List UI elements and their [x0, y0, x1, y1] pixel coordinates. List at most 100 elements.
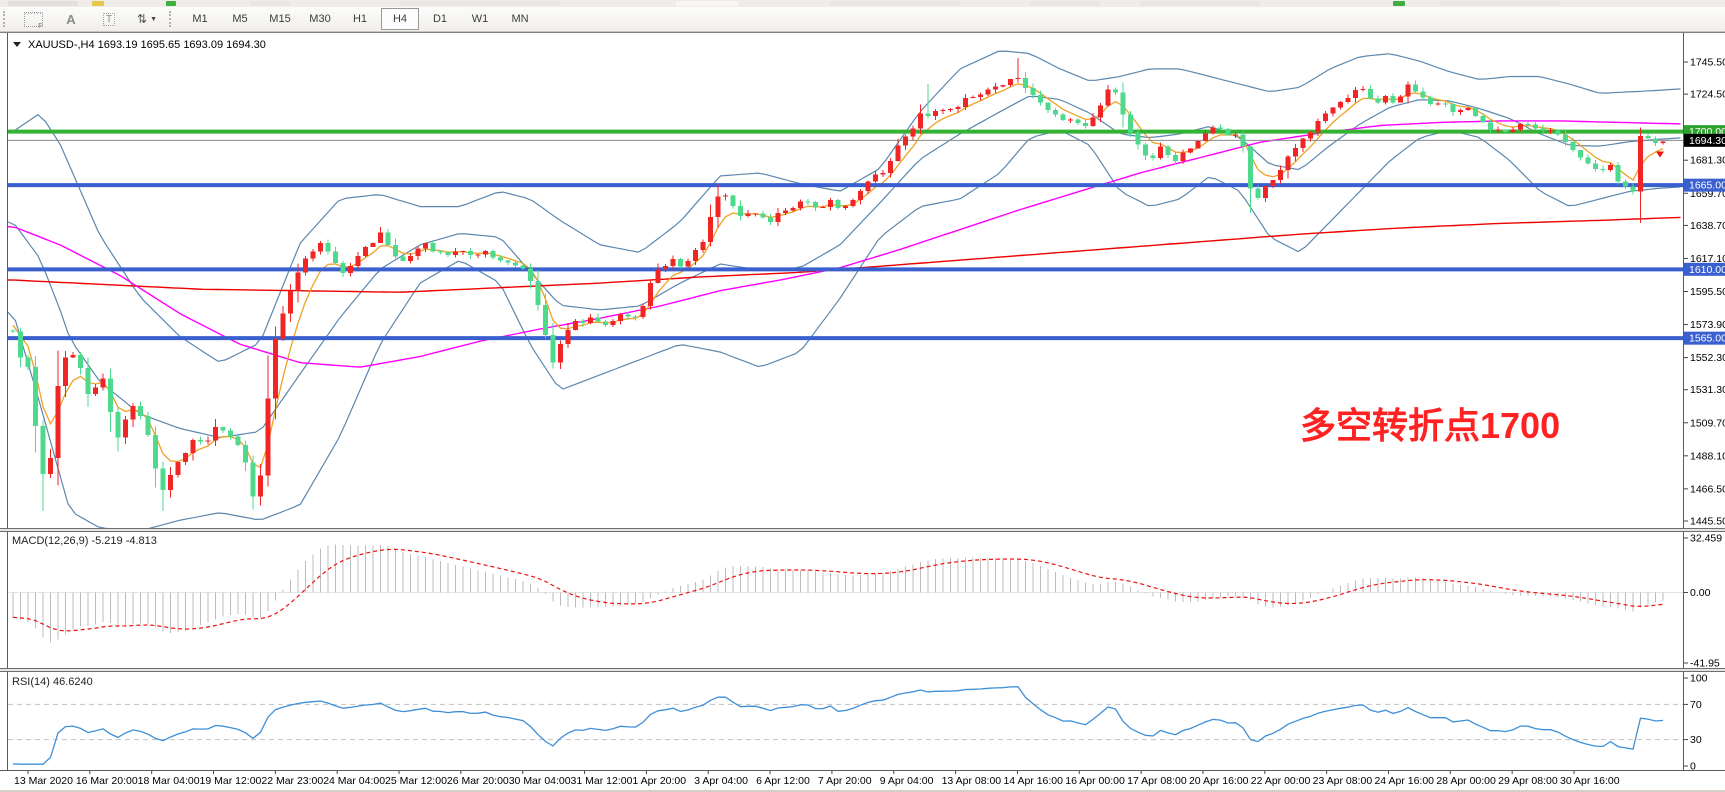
time-axis[interactable]: 13 Mar 2020 16 Mar 20:00 18 Mar 04:00 19 Ma…	[14, 771, 1620, 787]
price-tick-label: 1552.30	[1690, 352, 1725, 364]
price-tick-label: 1638.70	[1690, 220, 1725, 232]
price-badge	[1684, 331, 1725, 345]
chart-title: XAUUSD-,H4 1693.19 1695.65 1693.09 1694.…	[28, 39, 266, 51]
rsi-pane	[8, 686, 1683, 765]
price-badge-label: 1665.00	[1689, 180, 1725, 192]
macd-pane	[8, 544, 1683, 643]
indicator-tick-label: 30	[1690, 734, 1702, 746]
indicator-tick-label: 32.459	[1690, 533, 1722, 545]
price-tick-label: 1681.30	[1690, 155, 1725, 167]
clipped-icon-fragment	[830, 1, 960, 6]
indicator-tick-label: 100	[1690, 673, 1708, 685]
time-tick-label: 29 Apr 08:00	[1498, 775, 1558, 787]
time-tick-label: 31 Mar 12:00	[571, 775, 633, 787]
swap-arrows-tool-button[interactable]: ⇅ ▼	[129, 8, 165, 30]
text-label-tool-button[interactable]: A	[53, 8, 89, 30]
clipped-icon-fragment	[676, 1, 738, 6]
time-tick-label: 24 Apr 16:00	[1374, 775, 1434, 787]
timeframe-button-M5[interactable]: M5	[232, 13, 248, 25]
indicator-tick-label: -41.95	[1690, 658, 1720, 670]
clipped-icon-fragment	[166, 1, 176, 6]
indicator-tick-label: 0.00	[1690, 587, 1711, 599]
price-tick-label: 1724.50	[1690, 89, 1725, 101]
price-badge-label: 1565.00	[1689, 333, 1725, 345]
candles	[10, 58, 1666, 512]
grid-f-icon	[23, 11, 43, 30]
time-tick-label: 16 Mar 20:00	[76, 775, 138, 787]
price-tick-label: 1466.50	[1690, 483, 1725, 495]
time-tick-label: 20 Apr 16:00	[1189, 775, 1249, 787]
timeframe-button-D1[interactable]: D1	[432, 13, 448, 25]
annotation-text: 多空转折点1700	[1300, 405, 1560, 446]
price-tick-label: 1509.70	[1690, 417, 1725, 429]
textbox-icon: T	[102, 12, 116, 26]
swap-arrows-icon: ⇅	[137, 12, 148, 26]
indicator-tick-label: 0	[1690, 761, 1696, 773]
timeframe-button-H4[interactable]: H4	[381, 8, 419, 30]
clipped-icon-fragment	[1140, 1, 1260, 6]
bb-lower-line	[8, 129, 1681, 528]
price-badge	[1684, 178, 1725, 192]
time-tick-label: 17 Apr 08:00	[1127, 775, 1187, 787]
main-toolbar: A T ⇅ ▼ M1 M5 M15 M30 H1 H4 D1 W1 MN	[0, 7, 1725, 32]
time-tick-label: 3 Apr 04:00	[694, 775, 748, 787]
timeframe-button-M1[interactable]: M1	[192, 13, 208, 25]
textbox-tool-button[interactable]: T	[91, 8, 127, 30]
clipped-icon-fragment	[1440, 1, 1560, 6]
macd-signal-line	[12, 548, 1664, 632]
price-tick-label: 1488.10	[1690, 450, 1725, 462]
price-axis[interactable]: 1745.501724.501681.301659.701638.701617.…	[1684, 57, 1725, 773]
timeframe-button-H1[interactable]: H1	[352, 13, 368, 25]
chart-title-group[interactable]: XAUUSD-,H4 1693.19 1695.65 1693.09 1694.…	[13, 39, 266, 51]
toolbar-drag-handle-icon[interactable]	[3, 11, 10, 27]
time-tick-label: 26 Mar 20:00	[447, 775, 509, 787]
timeframe-button-MN[interactable]: MN	[511, 13, 529, 25]
timeframe-button-M30[interactable]: M30	[309, 13, 331, 25]
chevron-down-icon[interactable]: ▼	[150, 15, 157, 23]
clipped-icon-fragment	[400, 1, 560, 6]
clipped-icon-fragment	[1030, 1, 1100, 6]
timeframe-toolbar: M1 M5 M15 M30 H1 H4 D1 W1 MN	[180, 8, 540, 30]
grid-f-tool-button[interactable]	[15, 8, 51, 30]
time-tick-label: 19 Mar 12:00	[200, 775, 262, 787]
price-tick-label: 1595.50	[1690, 286, 1725, 298]
timeframe-button-W1[interactable]: W1	[471, 13, 489, 25]
bb-middle-line	[8, 95, 1681, 438]
time-tick-label: 16 Apr 00:00	[1065, 775, 1125, 787]
price-badge	[1684, 262, 1725, 276]
price-badge-label: 1610.00	[1689, 264, 1725, 276]
rsi-line	[12, 686, 1664, 765]
sell-arrow-marker	[1656, 151, 1664, 158]
time-tick-label: 6 Apr 12:00	[756, 775, 810, 787]
macd-histogram	[12, 544, 1664, 643]
chart-window: 1745.50 1724.50 1681.30 1659.70 1638.70 1617.…	[0, 32, 1725, 792]
time-tick-label: 25 Mar 12:00	[385, 775, 447, 787]
timeframes-drag-handle-icon[interactable]	[169, 11, 176, 27]
price-tick-label: 1445.50	[1690, 516, 1725, 528]
pane-borders	[0, 32, 1725, 792]
price-tick-label: 1745.50	[1690, 57, 1725, 69]
bb-upper-line	[8, 50, 1681, 362]
text-label-icon: A	[66, 11, 76, 27]
time-tick-label: 13 Mar 2020	[14, 775, 73, 787]
macd-label: MACD(12,26,9) -5.219 -4.813	[12, 535, 157, 547]
price-badge-label: 1700.00	[1689, 126, 1725, 138]
clipped-icon-fragment	[250, 1, 290, 6]
time-tick-label: 7 Apr 20:00	[818, 775, 872, 787]
time-tick-label: 22 Apr 00:00	[1251, 775, 1311, 787]
time-tick-label: 13 Apr 08:00	[942, 775, 1002, 787]
time-tick-label: 30 Mar 04:00	[509, 775, 571, 787]
price-tick-label: 1531.30	[1690, 384, 1725, 396]
price-chart-canvas[interactable]: 1745.501724.501681.301659.701638.701617.…	[0, 32, 1725, 792]
rsi-label: RSI(14) 46.6240	[12, 676, 93, 688]
time-tick-label: 1 Apr 20:00	[632, 775, 686, 787]
timeframe-button-M15[interactable]: M15	[269, 13, 291, 25]
price-badge	[1684, 133, 1725, 147]
time-tick-label: 9 Apr 04:00	[880, 775, 934, 787]
time-tick-label: 18 Mar 04:00	[138, 775, 200, 787]
clipped-icon-fragment	[92, 1, 104, 6]
indicator-tick-label: 70	[1690, 699, 1702, 711]
price-tick-label: 1617.10	[1690, 253, 1725, 265]
price-badge-label: 1694.30	[1689, 135, 1725, 147]
